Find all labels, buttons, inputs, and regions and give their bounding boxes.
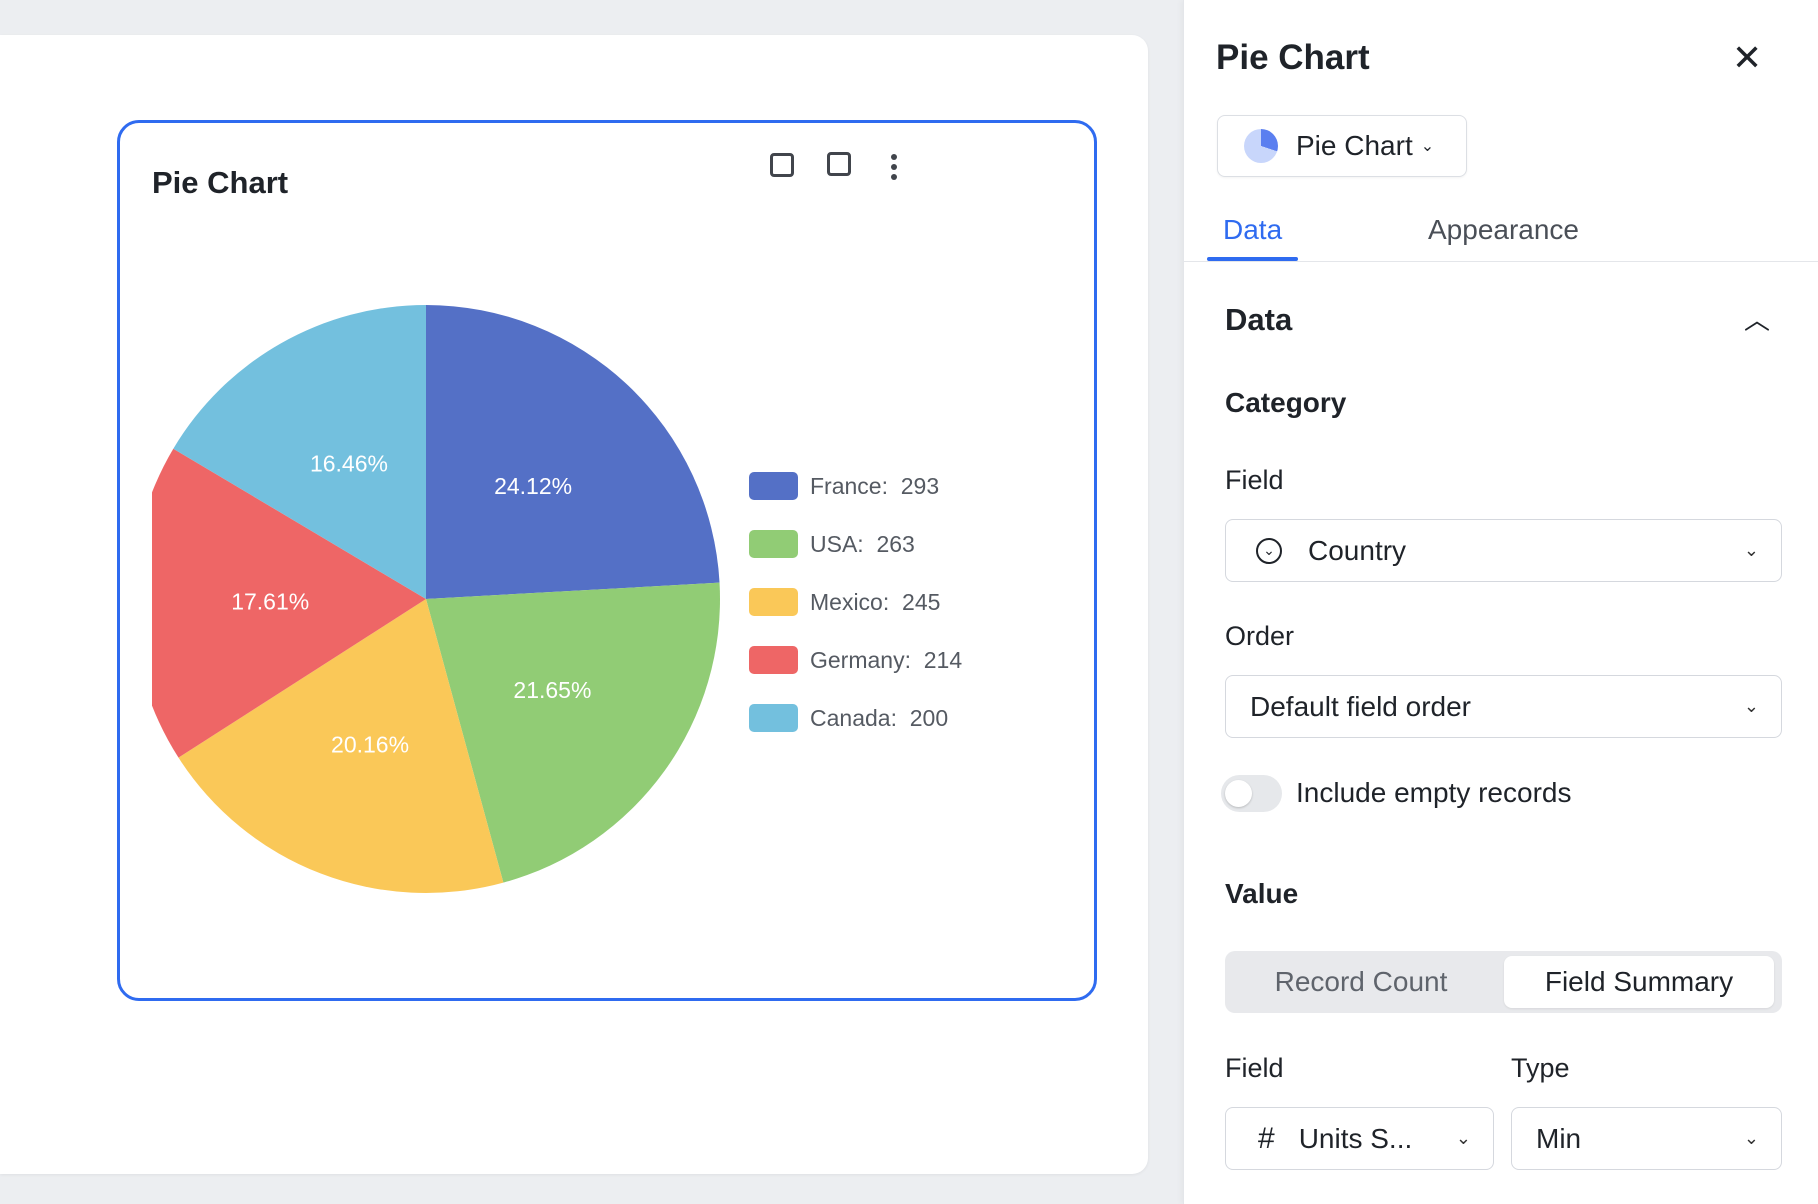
- chevron-down-icon: ⌄: [1455, 1128, 1471, 1148]
- chevron-up-icon[interactable]: ︿: [1744, 305, 1771, 335]
- pie-chart-icon: [1244, 129, 1278, 163]
- dropdown-field-icon: ⌄: [1256, 537, 1282, 564]
- category-field-select[interactable]: ⌄ Country ⌄: [1225, 519, 1782, 582]
- slice-percent-label: 20.16%: [331, 731, 409, 757]
- chart-type-dropdown[interactable]: Pie Chart ⌄: [1217, 115, 1467, 177]
- slice-percent-label: 21.65%: [513, 677, 591, 703]
- order-value: Default field order: [1250, 690, 1472, 722]
- slice-percent-label: 24.12%: [494, 473, 572, 499]
- pie-slice-canada[interactable]: [173, 305, 426, 599]
- chevron-down-icon: ⌄: [1420, 138, 1435, 155]
- panel-title: Pie Chart: [1216, 38, 1370, 77]
- legend-swatch[interactable]: [749, 530, 798, 558]
- value-heading: Value: [1225, 878, 1299, 909]
- more-icon[interactable]: [891, 154, 897, 180]
- pie-slice-usa[interactable]: [426, 582, 720, 883]
- type-value: Min: [1536, 1122, 1582, 1154]
- legend-item[interactable]: France: 293: [810, 473, 939, 499]
- chart-type-label: Pie Chart: [1296, 130, 1413, 161]
- data-section-heading: Data: [1225, 302, 1293, 337]
- category-field-value: Country: [1308, 534, 1407, 566]
- close-icon[interactable]: ✕: [1732, 37, 1763, 78]
- include-empty-toggle[interactable]: [1221, 775, 1282, 812]
- chevron-down-icon: ⌄: [1743, 696, 1759, 716]
- expand-icon[interactable]: [827, 152, 851, 176]
- category-heading: Category: [1225, 387, 1347, 418]
- order-label: Order: [1225, 621, 1295, 651]
- include-empty-label: Include empty records: [1296, 777, 1572, 808]
- pie-chart: 24.12% 21.65% 20.16% 17.61% 16.46% France: 2…: [132, 305, 962, 893]
- chevron-down-icon: ⌄: [1743, 540, 1759, 560]
- toggle-knob: [1225, 780, 1252, 807]
- legend-item[interactable]: USA: 263: [810, 531, 915, 557]
- square-icon[interactable]: [770, 153, 794, 177]
- field-label: Field: [1225, 465, 1284, 495]
- legend-swatch[interactable]: [749, 472, 798, 500]
- legend-item[interactable]: Germany: 214: [810, 647, 962, 673]
- legend-swatch[interactable]: [749, 588, 798, 616]
- legend-item[interactable]: Mexico: 245: [810, 589, 940, 615]
- chart-title: Pie Chart: [152, 165, 289, 200]
- pie-slice-germany[interactable]: [132, 448, 426, 758]
- pie-slice-mexico[interactable]: [178, 599, 504, 893]
- value-field-select[interactable]: # Units S... ⌄: [1225, 1107, 1494, 1170]
- divider: [1184, 261, 1818, 262]
- legend-swatch[interactable]: [749, 646, 798, 674]
- chevron-down-icon: ⌄: [1743, 1128, 1759, 1148]
- order-select[interactable]: Default field order ⌄: [1225, 675, 1782, 738]
- properties-panel: Pie Chart ✕ Pie Chart ⌄ Data Appearance …: [1183, 0, 1818, 1204]
- record-count-option[interactable]: Record Count: [1274, 966, 1448, 997]
- active-tab-indicator: [1207, 257, 1298, 261]
- value-field-label: Field: [1225, 1053, 1284, 1083]
- legend-swatch[interactable]: [749, 704, 798, 732]
- type-label: Type: [1511, 1053, 1570, 1083]
- value-mode-segmented: Record Count Field Summary: [1225, 951, 1782, 1013]
- pie-slice-france[interactable]: [426, 305, 720, 599]
- slice-percent-label: 16.46%: [310, 451, 388, 477]
- field-summary-option[interactable]: Field Summary: [1504, 956, 1774, 1008]
- slice-percent-label: 17.61%: [231, 589, 309, 615]
- tab-data[interactable]: Data: [1223, 214, 1283, 245]
- pie-chart-card[interactable]: Pie Chart 24.12% 21.65% 20.16% 17.61% 16.46%…: [117, 120, 1097, 1001]
- legend-item[interactable]: Canada: 200: [810, 705, 948, 731]
- number-field-icon: #: [1258, 1121, 1275, 1155]
- tab-appearance[interactable]: Appearance: [1428, 214, 1580, 245]
- type-select[interactable]: Min ⌄: [1511, 1107, 1782, 1170]
- value-field-value: Units S...: [1298, 1122, 1413, 1154]
- dashboard-canvas: Pie Chart 24.12% 21.65% 20.16% 17.61% 16.46%…: [0, 35, 1148, 1174]
